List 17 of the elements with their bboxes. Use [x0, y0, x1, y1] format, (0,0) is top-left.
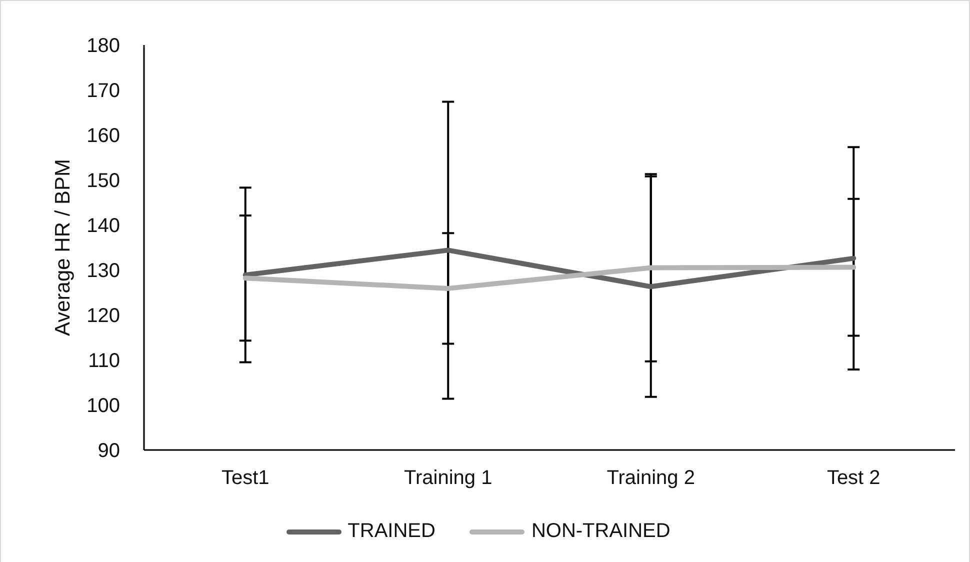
legend-label: TRAINED	[348, 520, 436, 543]
y-tick-label: 170	[86, 80, 120, 102]
x-tick-label: Test1	[221, 467, 270, 490]
y-tick-label: 150	[86, 170, 120, 192]
y-tick-label: 110	[88, 350, 120, 372]
y-tick-label: 90	[98, 440, 120, 462]
x-tick-label: Training 2	[606, 467, 695, 490]
y-tick-label: 120	[86, 305, 120, 328]
x-tick-label: Test 2	[826, 467, 880, 490]
y-tick-label: 140	[86, 215, 120, 238]
y-tick-label: 160	[86, 125, 120, 148]
x-tick-label: Training 1	[404, 467, 492, 490]
legend-label: NON-TRAINED	[531, 520, 670, 543]
y-tick-label: 180	[86, 35, 120, 58]
y-tick-label: 130	[86, 260, 120, 282]
y-axis-title: Average HR / BPM	[52, 158, 74, 336]
y-tick-label: 100	[86, 395, 120, 418]
